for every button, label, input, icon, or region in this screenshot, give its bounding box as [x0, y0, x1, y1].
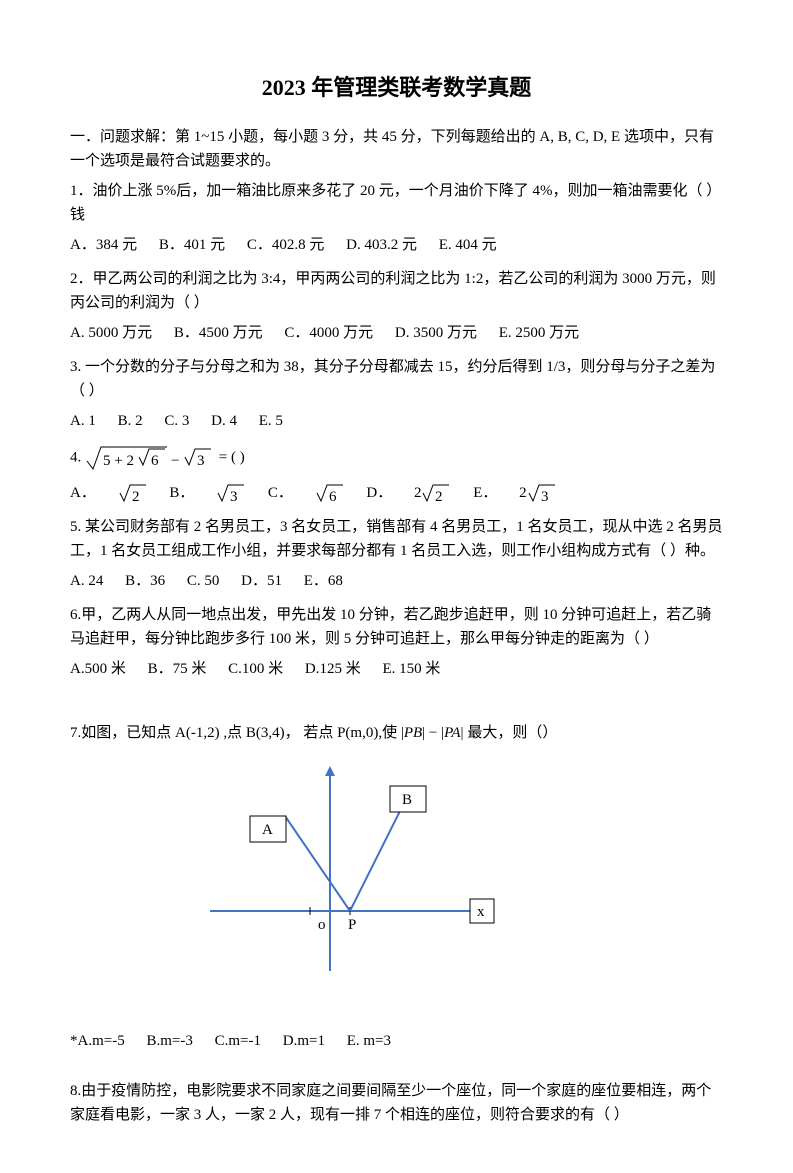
q7-text: 7.如图，已知点 A(-1,2) ,点 B(3,4)， 若点 P(m,0),使 …: [70, 721, 723, 745]
q7-options: *A.m=-5 B.m=-3 C.m=-1 D.m=1 E. m=3: [70, 1029, 723, 1053]
q2-opt-c: C．4000 万元: [284, 325, 373, 341]
q5-opt-d: D．51: [241, 573, 282, 589]
q3-options: A. 1 B. 2 C. 3 D. 4 E. 5: [70, 409, 723, 433]
q7-diagram: A B x o P: [190, 761, 510, 991]
svg-text:2: 2: [132, 489, 140, 505]
svg-text:6: 6: [329, 489, 337, 505]
q4-tail: = ( ): [219, 450, 245, 466]
svg-text:3: 3: [197, 453, 205, 469]
q1-text: 1．油价上涨 5%后，加一箱油比原来多花了 20 元，一个月油价下降了 4%，则…: [70, 179, 723, 227]
q3-text: 3. 一个分数的分子与分母之和为 38，其分子分母都减去 15，约分后得到 1/…: [70, 355, 723, 403]
q3-opt-a: A. 1: [70, 413, 96, 429]
q1-opt-d: D. 403.2 元: [346, 237, 417, 253]
q2-text: 2．甲乙两公司的利润之比为 3:4，甲丙两公司的利润之比为 1:2，若乙公司的利…: [70, 267, 723, 315]
q5-opt-e: E．68: [304, 573, 343, 589]
q2-opt-b: B．4500 万元: [174, 325, 263, 341]
q2-opt-d: D. 3500 万元: [395, 325, 477, 341]
label-x: x: [477, 904, 485, 920]
q5-opt-c: C. 50: [187, 573, 220, 589]
q1-opt-c: C．402.8 元: [247, 237, 325, 253]
q7-opt-a: *A.m=-5: [70, 1033, 125, 1049]
q4-opt-b: B． 3: [169, 485, 250, 501]
q6-opt-a: A.500 米: [70, 661, 126, 677]
q4-options: A． 2 B． 3 C． 6 D． 22 E． 23: [70, 481, 723, 505]
q4-text: 4. 5 + 2 6 − 3 = ( ): [70, 443, 723, 473]
q1-opt-b: B．401 元: [159, 237, 225, 253]
label-a: A: [262, 822, 273, 838]
svg-text:6: 6: [151, 453, 159, 469]
q4-expression-icon: 5 + 2 6 − 3: [85, 443, 215, 473]
q1-options: A．384 元 B．401 元 C．402.8 元 D. 403.2 元 E. …: [70, 233, 723, 257]
q4-opt-e: E． 23: [473, 485, 556, 501]
q2-options: A. 5000 万元 B．4500 万元 C．4000 万元 D. 3500 万…: [70, 321, 723, 345]
q2-opt-a: A. 5000 万元: [70, 325, 152, 341]
q6-opt-c: C.100 米: [228, 661, 283, 677]
q7-opt-b: B.m=-3: [146, 1033, 192, 1049]
q7-opt-c: C.m=-1: [215, 1033, 261, 1049]
q4-opt-d: D． 22: [366, 485, 455, 501]
q3-opt-e: E. 5: [259, 413, 283, 429]
q6-options: A.500 米 B．75 米 C.100 米 D.125 米 E. 150 米: [70, 657, 723, 681]
q2-opt-e: E. 2500 万元: [499, 325, 579, 341]
q7-opt-e: E. m=3: [347, 1033, 391, 1049]
q1-opt-a: A．384 元: [70, 237, 137, 253]
q3-opt-b: B. 2: [118, 413, 143, 429]
label-b: B: [402, 792, 412, 808]
label-o: o: [318, 917, 326, 933]
q5-opt-b: B．36: [125, 573, 165, 589]
section-heading: 一．问题求解：第 1~15 小题，每小题 3 分，共 45 分，下列每题给出的 …: [70, 125, 723, 173]
q3-opt-c: C. 3: [164, 413, 189, 429]
q1-opt-e: E. 404 元: [439, 237, 497, 253]
q6-opt-d: D.125 米: [305, 661, 361, 677]
q4-opt-a: A． 2: [70, 485, 151, 501]
q8-text: 8.由于疫情防控，电影院要求不同家庭之间要间隔至少一个座位，同一个家庭的座位要相…: [70, 1079, 723, 1127]
q5-opt-a: A. 24: [70, 573, 103, 589]
svg-text:2: 2: [435, 489, 443, 505]
q6-opt-e: E. 150 米: [382, 661, 440, 677]
exam-page: 2023 年管理类联考数学真题 一．问题求解：第 1~15 小题，每小题 3 分…: [0, 0, 793, 1173]
svg-text:3: 3: [230, 489, 238, 505]
svg-text:5 + 2: 5 + 2: [103, 453, 134, 469]
q4-lead: 4.: [70, 450, 81, 466]
q5-text: 5. 某公司财务部有 2 名男员工，3 名女员工，销售部有 4 名男员工，1 名…: [70, 515, 723, 563]
q6-opt-b: B．75 米: [148, 661, 207, 677]
q4-opt-c: C． 6: [268, 485, 349, 501]
q5-options: A. 24 B．36 C. 50 D．51 E．68: [70, 569, 723, 593]
q7-opt-d: D.m=1: [283, 1033, 325, 1049]
page-title: 2023 年管理类联考数学真题: [70, 70, 723, 105]
label-p: P: [348, 917, 356, 933]
svg-text:−: −: [171, 453, 179, 469]
q6-text: 6.甲，乙两人从同一地点出发，甲先出发 10 分钟，若乙跑步追赶甲，则 10 分…: [70, 603, 723, 651]
q3-opt-d: D. 4: [211, 413, 237, 429]
svg-text:3: 3: [541, 489, 549, 505]
